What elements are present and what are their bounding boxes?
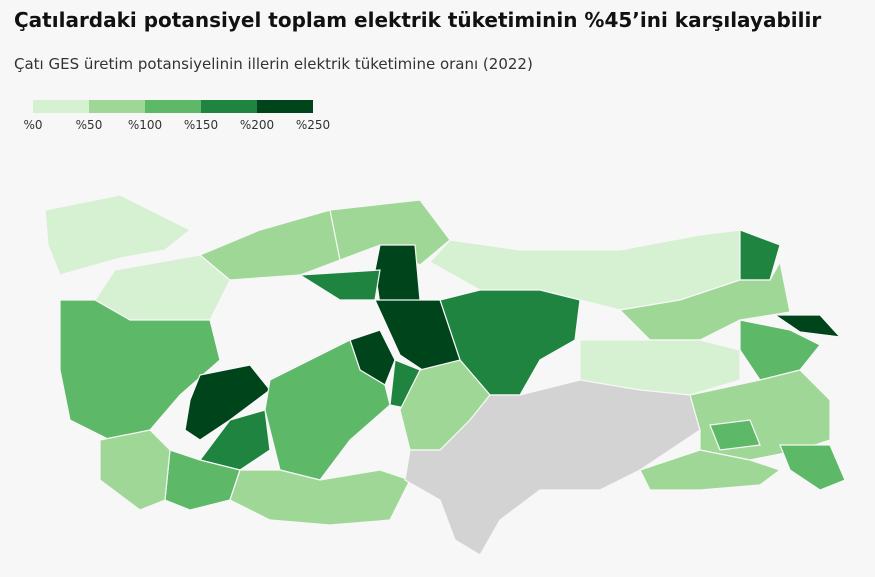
region bbox=[229, 469, 411, 526]
region bbox=[44, 194, 192, 276]
region bbox=[779, 444, 846, 491]
region bbox=[184, 364, 271, 441]
region bbox=[404, 379, 701, 556]
legend-label: %200 bbox=[240, 118, 274, 132]
legend-label: %0 bbox=[23, 118, 42, 132]
region bbox=[99, 429, 171, 511]
legend-swatch bbox=[33, 100, 89, 113]
legend-swatch bbox=[257, 100, 313, 113]
legend-label: %250 bbox=[296, 118, 330, 132]
region bbox=[329, 199, 451, 266]
title: Çatılardaki potansiyel toplam elektrik t… bbox=[14, 8, 822, 32]
region bbox=[198, 209, 341, 281]
turkey-map bbox=[44, 194, 846, 556]
legend-swatch bbox=[89, 100, 145, 113]
region bbox=[264, 339, 391, 481]
region bbox=[198, 409, 271, 471]
legend-label: %100 bbox=[128, 118, 162, 132]
region bbox=[709, 419, 761, 451]
legend-label: %50 bbox=[76, 118, 103, 132]
legend-label: %150 bbox=[184, 118, 218, 132]
region bbox=[94, 254, 231, 321]
region bbox=[773, 314, 842, 338]
region bbox=[639, 449, 782, 491]
legend-swatch bbox=[201, 100, 257, 113]
region bbox=[59, 299, 221, 441]
region bbox=[298, 269, 381, 301]
region bbox=[374, 244, 421, 306]
subtitle: Çatı GES üretim potansiyelinin illerin e… bbox=[14, 55, 533, 73]
legend: %0 %50 %100 %150 %200 %250 bbox=[23, 100, 330, 132]
legend-swatch bbox=[145, 100, 201, 113]
